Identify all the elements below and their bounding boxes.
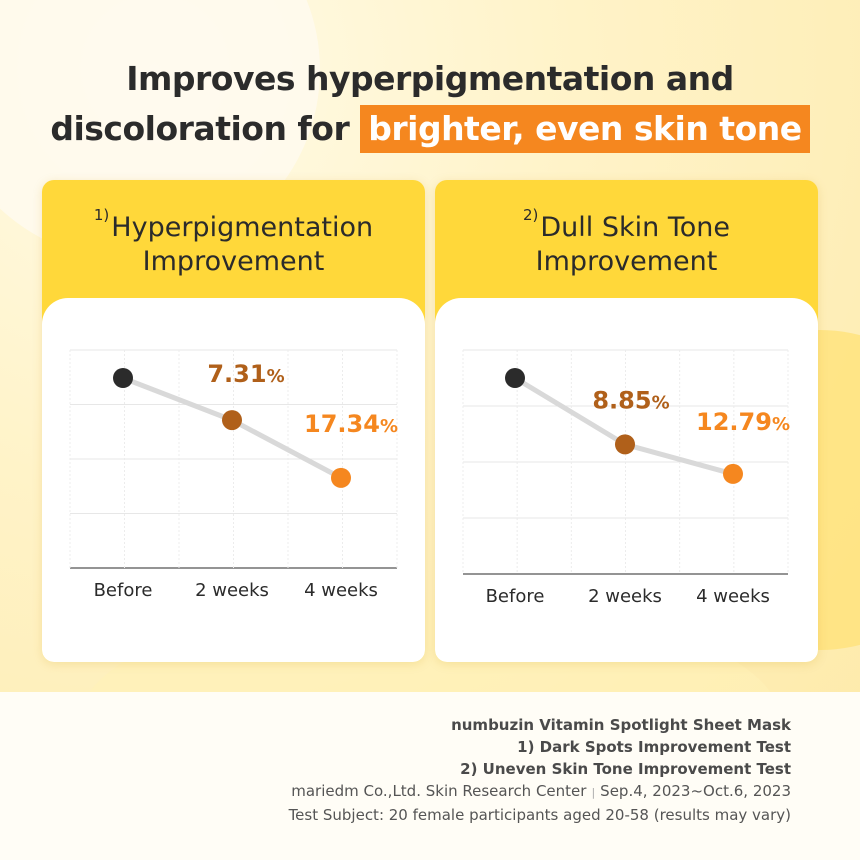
x-tick-label: Before xyxy=(94,580,153,601)
card-title-line1: Hyperpigmentation xyxy=(111,212,374,243)
card-body: 7.31% 17.34% Before 2 weeks 4 weeks xyxy=(42,298,425,662)
data-label-unit: % xyxy=(380,416,398,437)
x-tick-label: Before xyxy=(486,586,545,607)
footnote-product: numbuzin Vitamin Spotlight Sheet Mask xyxy=(451,716,791,734)
data-label: 12.79% xyxy=(696,408,790,436)
data-label-value: 7.31 xyxy=(207,360,266,388)
footnote-separator: | xyxy=(591,786,596,799)
data-label: 8.85% xyxy=(592,386,669,414)
data-label-unit: % xyxy=(652,392,670,413)
x-tick-label: 4 weeks xyxy=(304,580,378,601)
card-title-number: 2) xyxy=(522,206,539,224)
data-label-value: 8.85 xyxy=(592,386,651,414)
footnote-panel: numbuzin Vitamin Spotlight Sheet Mask 1)… xyxy=(0,692,860,860)
grid xyxy=(462,349,789,575)
data-point-2-weeks xyxy=(615,434,635,455)
footnote: numbuzin Vitamin Spotlight Sheet Mask 1)… xyxy=(289,714,791,826)
data-point-4-weeks xyxy=(723,463,743,484)
card-body: 8.85% 12.79% Before 2 weeks 4 weeks xyxy=(435,298,818,662)
chart-card-dull-skin-tone: 2)Dull Skin Tone Improvement 8.85% 12.79%… xyxy=(435,180,818,662)
data-point-2-weeks xyxy=(222,410,242,431)
headline-highlight: brighter, even skin tone xyxy=(360,105,810,153)
headline-line2-prefix: discoloration for xyxy=(50,109,361,148)
card-title: 1)Hyperpigmentation Improvement xyxy=(42,204,425,279)
headline-line1: Improves hyperpigmentation and xyxy=(126,59,734,98)
footnote-center-dates: mariedm Co.,Ltd. Skin Research Center | Se… xyxy=(289,780,791,804)
line-chart-dull-skin-tone: 8.85%12.79%Before 2 weeks 4 weeks xyxy=(462,349,790,607)
data-point-4-weeks xyxy=(331,467,351,488)
x-tick-label: 4 weeks xyxy=(696,586,770,607)
x-tick-label: 2 weeks xyxy=(588,586,662,607)
data-point-before xyxy=(505,368,525,388)
footnote-test-1: 1) Dark Spots Improvement Test xyxy=(517,738,791,756)
headline-line2: discoloration for brighter, even skin to… xyxy=(0,104,860,154)
data-label-value: 17.34 xyxy=(304,410,380,438)
data-label-unit: % xyxy=(267,366,285,387)
headline: Improves hyperpigmentation and discolora… xyxy=(0,54,860,154)
card-title-line2: Improvement xyxy=(535,246,718,277)
chart-card-hyperpigmentation: 1)Hyperpigmentation Improvement 7.31% 17.… xyxy=(42,180,425,662)
data-point-before xyxy=(113,368,133,388)
footnote-subjects: Test Subject: 20 female participants age… xyxy=(288,806,791,824)
card-title: 2)Dull Skin Tone Improvement xyxy=(435,204,818,279)
footnote-test-2: 2) Uneven Skin Tone Improvement Test xyxy=(460,760,791,778)
x-tick-label: 2 weeks xyxy=(195,580,269,601)
card-title-line1: Dull Skin Tone xyxy=(540,212,730,243)
card-title-number: 1) xyxy=(93,206,110,224)
data-label-unit: % xyxy=(772,414,790,435)
footnote-dates: Sep.4, 2023~Oct.6, 2023 xyxy=(600,782,791,800)
footnote-center: mariedm Co.,Ltd. Skin Research Center xyxy=(291,782,587,800)
data-label: 7.31% xyxy=(207,360,284,388)
line-chart-hyperpigmentation: 7.31%17.34%Before 2 weeks 4 weeks xyxy=(69,349,398,601)
data-label-value: 12.79 xyxy=(696,408,772,436)
data-label: 17.34% xyxy=(304,410,398,438)
card-title-line2: Improvement xyxy=(142,246,325,277)
